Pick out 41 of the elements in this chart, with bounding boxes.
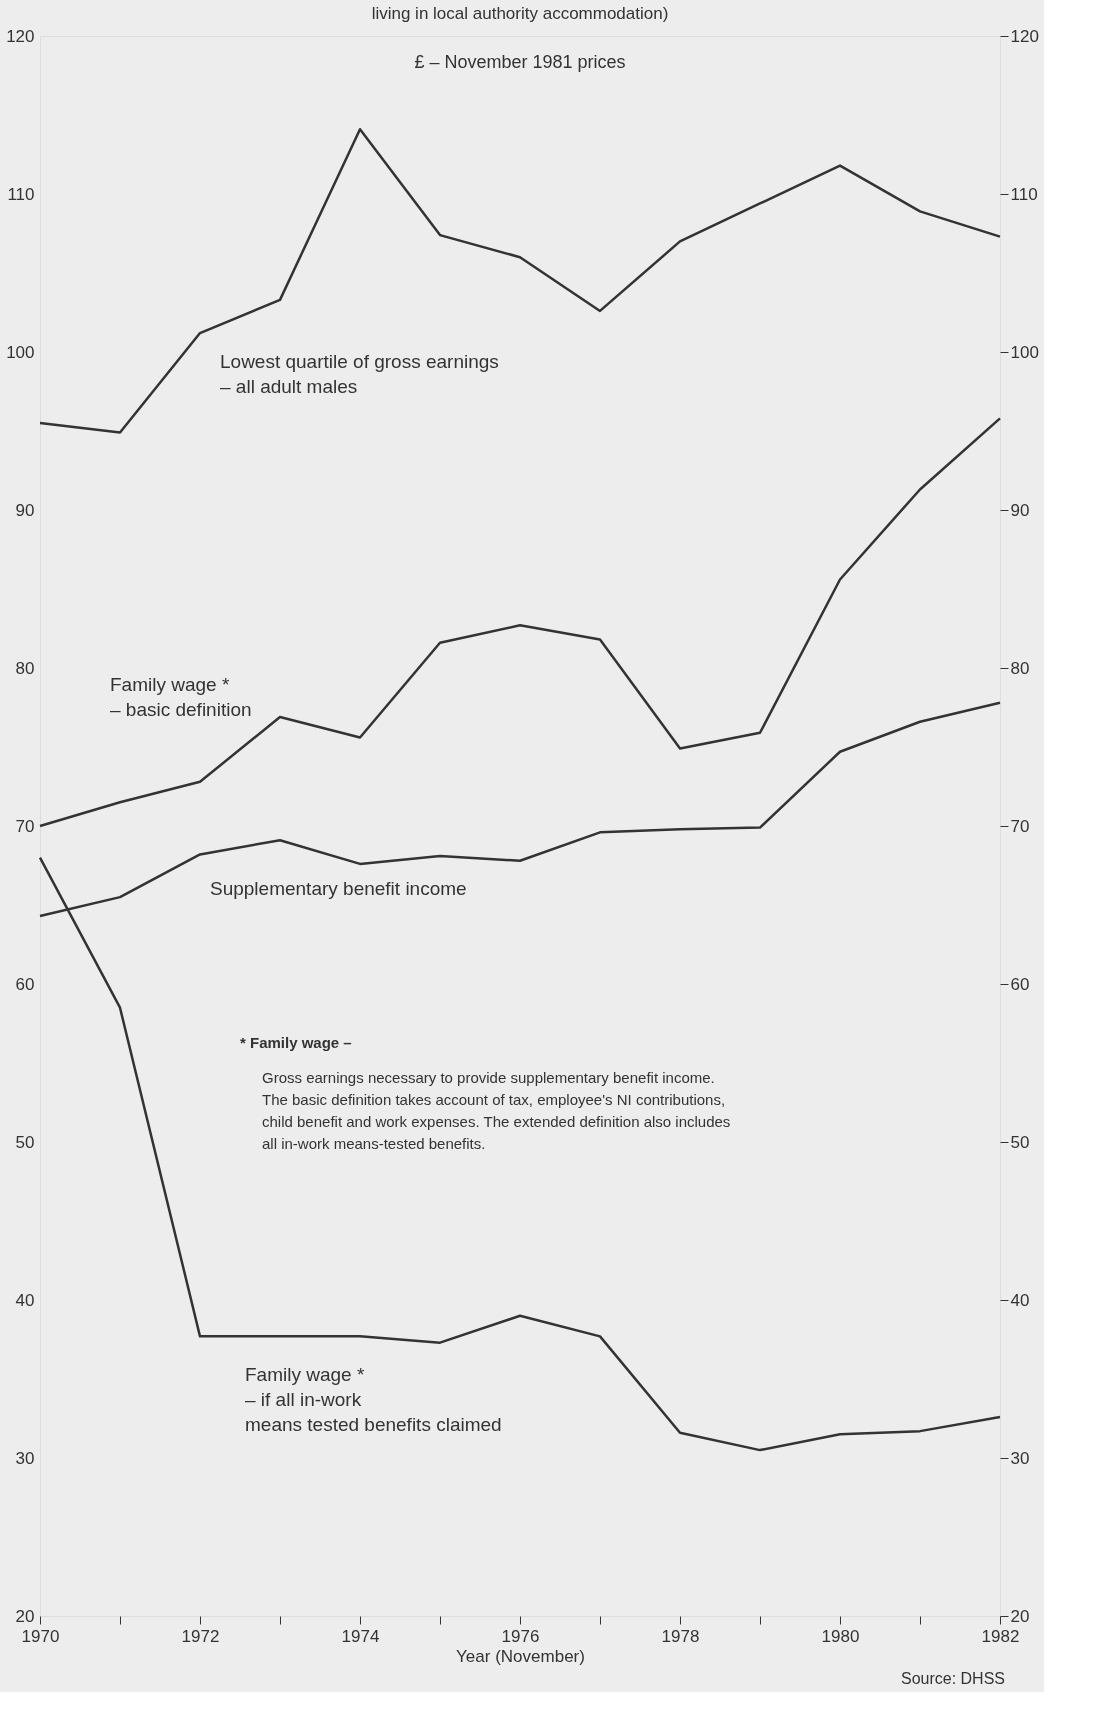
y-tick-label: 100 (6, 342, 35, 362)
series-label: Lowest quartile of gross earnings – all adult males (220, 351, 499, 398)
y-tick-label: 20 (15, 1606, 35, 1626)
y-tick-label: 110 (7, 184, 35, 204)
y2-tick-label: 110 (1010, 184, 1038, 204)
x-axis-title: Year (November) (456, 1646, 585, 1666)
x-tick-label: 1970 (21, 1626, 60, 1646)
y-tick-label: 60 (15, 974, 35, 994)
y-tick-label: 90 (15, 500, 35, 520)
annotation: * Family wage – (240, 1034, 352, 1051)
y-tick-label: 40 (15, 1290, 35, 1310)
y2-tick-label: 80 (1010, 658, 1030, 678)
x-tick-label: 1972 (181, 1626, 220, 1646)
line-series (38, 127, 1002, 434)
y-tick-label: 70 (15, 816, 35, 836)
annotation: Gross earnings necessary to provide supplementary benefit income. The basic definition takes account of tax, employee's NI contributions, child benefit and work expenses. The extended definition also includes all in-work means-tested benefits. (262, 1069, 731, 1152)
y2-tick-label: 70 (1010, 816, 1030, 836)
series-label: Family wage * – basic definition (110, 674, 252, 720)
y-tick-label: 30 (15, 1448, 35, 1468)
series-label: Family wage * – if all in-work means tested benefits claimed (245, 1364, 502, 1436)
x-tick-label: 1974 (341, 1626, 380, 1646)
y-tick-label: 50 (15, 1132, 35, 1152)
y2-tick-label: 50 (1010, 1132, 1030, 1152)
y2-tick-label: 60 (1010, 974, 1030, 994)
y2-tick-label: 90 (1010, 500, 1030, 520)
x-tick-label: 1976 (501, 1626, 540, 1646)
y2-tick-label: 120 (1010, 26, 1039, 46)
chart-title: living in local authority accommodation) (371, 4, 669, 23)
x-tick-label: 1980 (821, 1626, 860, 1646)
y2-tick-label: 40 (1010, 1290, 1030, 1310)
line-series (38, 417, 1002, 828)
series-label: Supplementary benefit income (210, 878, 467, 900)
y2-tick-label: 100 (1010, 342, 1039, 362)
annotation: £ – November 1981 prices (414, 52, 626, 72)
y2-tick-label: 20 (1010, 1606, 1030, 1626)
x-tick-label: 1978 (661, 1626, 700, 1646)
source-note: Source: DHSS (900, 1670, 1005, 1687)
y2-tick-label: 30 (1010, 1448, 1030, 1468)
y-tick-label: 120 (6, 26, 35, 46)
x-tick-label: 1982 (981, 1626, 1020, 1646)
y-tick-label: 80 (15, 658, 35, 678)
